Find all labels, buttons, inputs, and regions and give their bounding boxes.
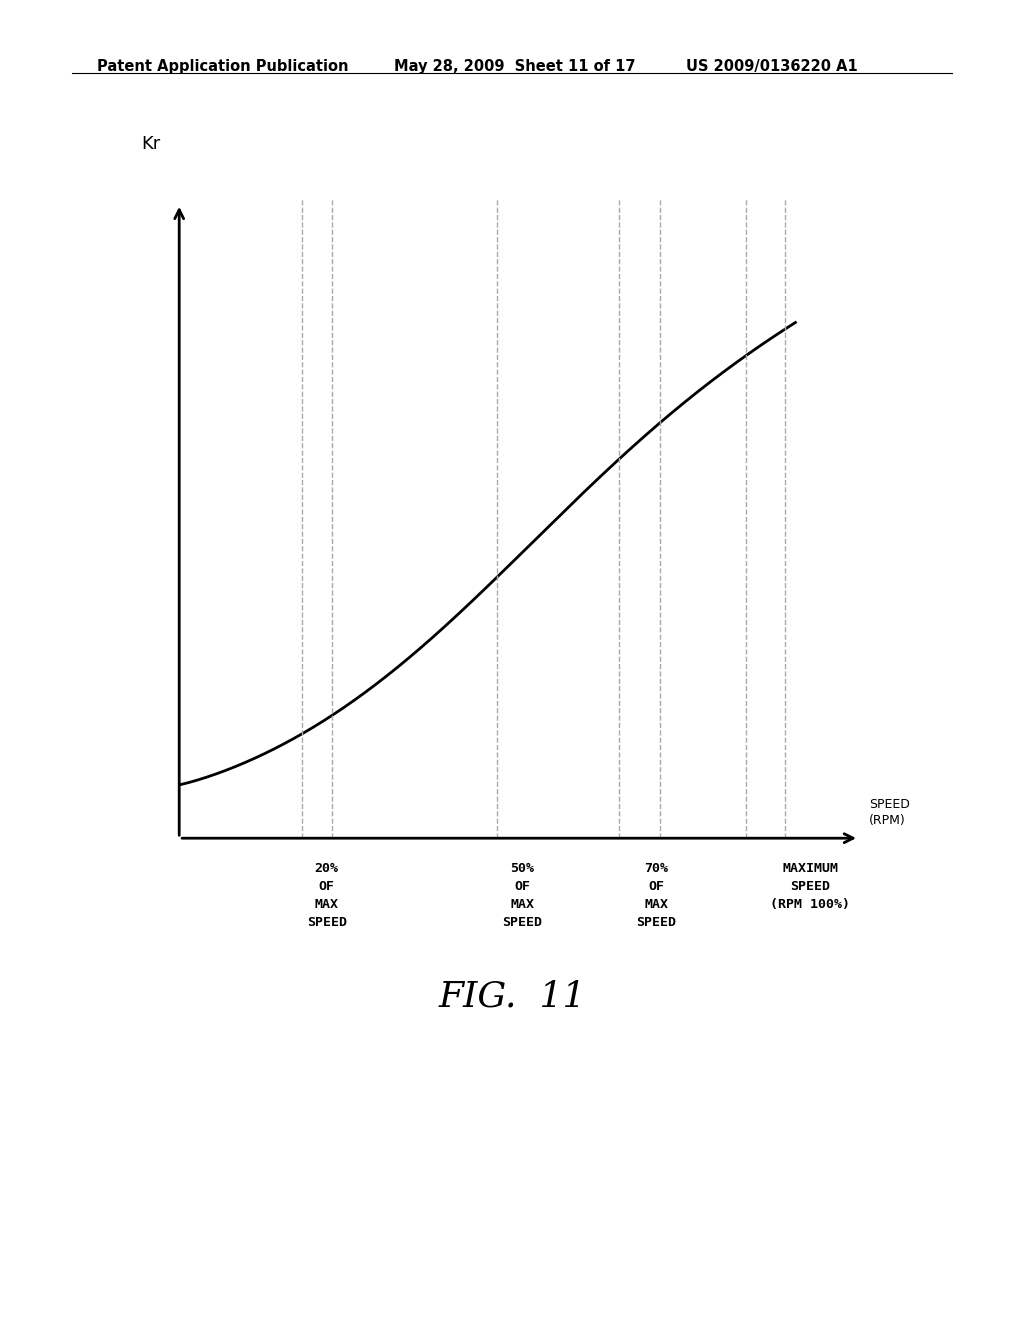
Text: SPEED
(RPM): SPEED (RPM) [868,799,909,828]
Text: May 28, 2009  Sheet 11 of 17: May 28, 2009 Sheet 11 of 17 [394,59,636,74]
Text: Kr: Kr [141,135,161,153]
Text: Patent Application Publication: Patent Application Publication [97,59,349,74]
Text: 20%
OF
MAX
SPEED: 20% OF MAX SPEED [307,862,347,929]
Text: FIG.  11: FIG. 11 [438,979,586,1014]
Text: MAXIMUM
SPEED
(RPM 100%): MAXIMUM SPEED (RPM 100%) [770,862,850,911]
Text: US 2009/0136220 A1: US 2009/0136220 A1 [686,59,858,74]
Text: 50%
OF
MAX
SPEED: 50% OF MAX SPEED [502,862,543,929]
Text: 70%
OF
MAX
SPEED: 70% OF MAX SPEED [636,862,676,929]
